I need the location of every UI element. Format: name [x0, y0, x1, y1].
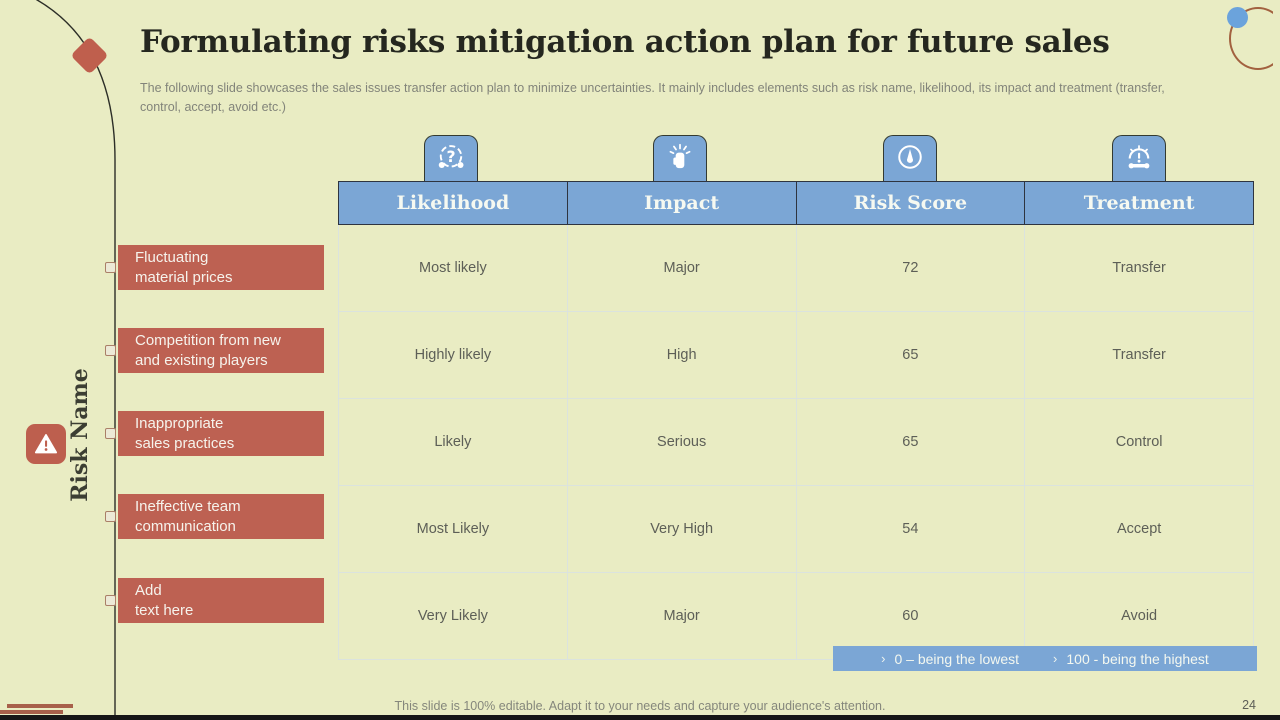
chevron-right-icon: › [881, 651, 886, 666]
uncertainty-question-icon-tab: ? [424, 135, 478, 182]
connector-node [105, 510, 116, 522]
impact-fist-icon-tab [653, 135, 707, 182]
warning-triangle-icon [26, 424, 66, 464]
table-cell: Very High [566, 485, 797, 573]
table-cell: 65 [795, 398, 1026, 486]
table-cell: Most Likely [338, 485, 568, 573]
table-cell: 65 [795, 311, 1026, 399]
risk-label-text: sales practices [135, 434, 235, 452]
connector-node [105, 344, 116, 356]
connector-node [105, 594, 116, 606]
table-cell: Control [1024, 398, 1254, 486]
risk-label: Competition from new and existing players [105, 328, 324, 373]
score-legend-bar: › 0 – being the lowest › 100 - being the hi… [833, 646, 1257, 671]
table-cell: 60 [795, 572, 1026, 660]
circle-outline-decor [1229, 7, 1273, 70]
table-cell: 54 [795, 485, 1026, 573]
gauge-icon-tab [883, 135, 937, 182]
risk-label-text: Add [135, 582, 162, 599]
footer-decor-line [0, 710, 63, 714]
chevron-right-icon: › [1053, 651, 1058, 666]
risk-label: Add text here [105, 578, 324, 623]
legend-text: 0 – being the lowest [894, 650, 1020, 667]
table-row: Most likely Major 72 Transfer [338, 224, 1254, 312]
table-cell: Major [566, 572, 797, 660]
table-cell: Serious [566, 398, 797, 486]
diamond-accent-shape [70, 36, 109, 75]
table-cell: Likely [338, 398, 568, 486]
table-cell: Very Likely [338, 572, 568, 660]
risk-label-text: Fluctuating [135, 249, 209, 266]
risk-label-text: material prices [135, 268, 233, 286]
circle-decor-clip [1229, 6, 1273, 74]
table-cell: Major [566, 224, 797, 312]
bottom-bar [0, 715, 1280, 720]
risk-label-text: and existing players [135, 351, 268, 369]
table-cell: High [566, 311, 797, 399]
table-cell: Transfer [1024, 311, 1254, 399]
impact-fist-icon [666, 143, 694, 176]
risk-label: Inappropriate sales practices [105, 411, 324, 456]
blue-dot-decor [1227, 7, 1248, 28]
header-cell: Impact [566, 181, 797, 225]
table-cell: Highly likely [338, 311, 568, 399]
header-cell: Risk Score [795, 181, 1026, 225]
table-cell: 72 [795, 224, 1026, 312]
risk-name-axis-label: Risk Name [67, 368, 93, 502]
risk-label-text: text here [135, 601, 194, 619]
risk-label: Fluctuating material prices [105, 245, 324, 290]
table-cell: Accept [1024, 485, 1254, 573]
uncertainty-question-icon: ? [436, 142, 466, 177]
risk-label-text: communication [135, 517, 236, 535]
page-number: 24 [1242, 698, 1256, 712]
table-cell: Most likely [338, 224, 568, 312]
svg-text:?: ? [446, 148, 455, 166]
slide-subtitle: The following slide showcases the sales … [140, 81, 1165, 115]
header-cell: Treatment [1024, 181, 1254, 225]
legend-item: › 100 - being the highest [1053, 651, 1209, 667]
risk-label-text: Ineffective team [135, 498, 241, 515]
table-row: Likely Serious 65 Control [338, 398, 1254, 486]
risk-label-text: Competition from new [135, 332, 281, 349]
table-row: Very Likely Major 60 Avoid [338, 572, 1254, 660]
footer-note: This slide is 100% editable. Adapt it to… [394, 699, 886, 713]
risk-label: Ineffective team communication [105, 494, 324, 539]
risk-label-text: Inappropriate [135, 415, 224, 432]
legend-item: › 0 – being the lowest [881, 651, 1019, 667]
treatment-gauge-wrench-icon-tab [1112, 135, 1166, 182]
table-cell: Avoid [1024, 572, 1254, 660]
table-row: Highly likely High 65 Transfer [338, 311, 1254, 399]
connector-node [105, 261, 116, 273]
table-cell: Transfer [1024, 224, 1254, 312]
header-cell: Likelihood [338, 181, 568, 225]
slide-title: Formulating risks mitigation action plan… [140, 24, 1110, 60]
risk-table: Likelihood Impact Risk Score Treatment Most … [338, 181, 1254, 660]
treatment-gauge-wrench-icon [1124, 142, 1154, 177]
footer-decor-line [7, 704, 73, 708]
gauge-icon [895, 142, 925, 177]
legend-text: 100 - being the highest [1066, 650, 1209, 667]
table-row: Most Likely Very High 54 Accept [338, 485, 1254, 573]
connector-node [105, 427, 116, 439]
